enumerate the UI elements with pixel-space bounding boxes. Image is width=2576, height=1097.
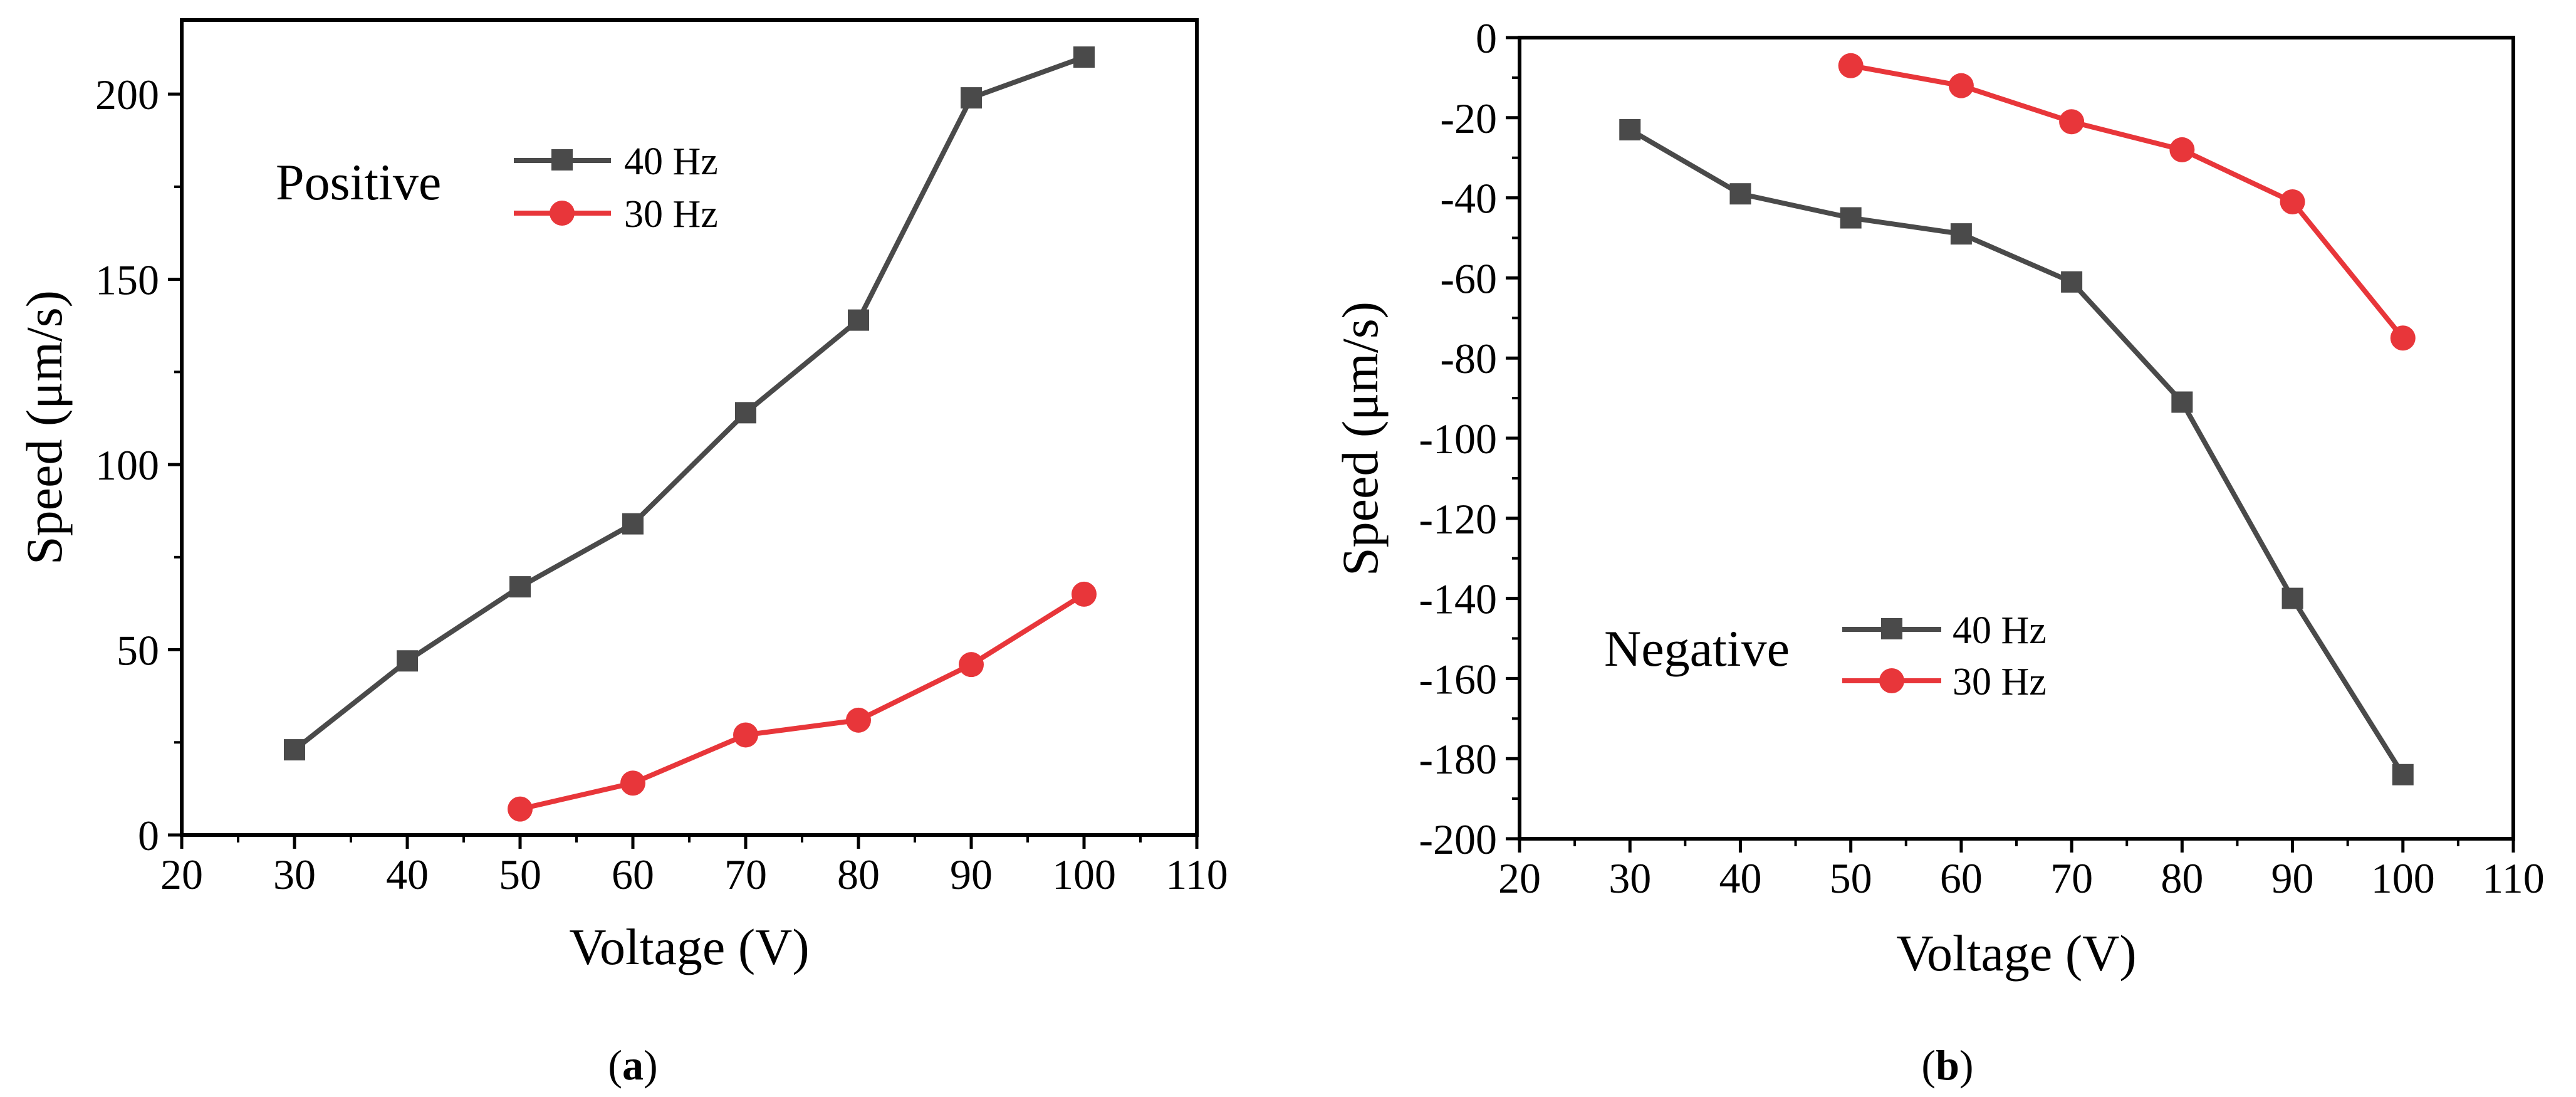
panel-b-series-40hz-line — [1629, 127, 2406, 776]
panel-b-data-point-40hz — [2061, 271, 2083, 293]
panel-b-legend: 40 Hz 30 Hz — [1842, 609, 2047, 703]
panel-b-series-30hz-line — [1850, 63, 2405, 340]
panel-b-chart: 20 30 40 50 60 70 80 90 100 110-200-180-160-140-1… — [1332, 14, 2545, 1089]
panel-b-data-point-30hz — [2059, 109, 2085, 135]
panel-b-data-point-40hz — [2281, 587, 2303, 609]
panel-b-y-tick-label: -180 — [1419, 735, 1497, 783]
panel-b-caption: (b) — [1921, 1041, 1973, 1089]
panel-b-x-tick-label: 110 — [2482, 854, 2544, 902]
panel-a-x-tick-label: 20 — [160, 851, 203, 898]
panel-b-x-tick-label: 30 — [1609, 854, 1651, 902]
panel-b-x-tick-label: 20 — [1498, 854, 1541, 902]
panel-b-data-point-30hz — [1948, 73, 1974, 98]
panel-b-x-tick-label: 80 — [2161, 854, 2203, 902]
panel-a-x-tick-label: 100 — [1052, 851, 1116, 898]
panel-b-x-tick-label: 40 — [1719, 854, 1761, 902]
panel-a-legend-40hz-label: 40 Hz — [624, 140, 718, 183]
panel-b-data-point-30hz — [2169, 137, 2195, 162]
panel-b-y-tick-label: -80 — [1440, 335, 1497, 382]
panel-b-data-point-30hz — [1838, 53, 1864, 78]
panel-a-x-tick-label: 90 — [950, 851, 993, 898]
panel-b-data-point-40hz — [1619, 118, 1641, 140]
panel-b-data-point-40hz — [1729, 183, 1751, 205]
panel-a-y-tick-label: 0 — [138, 812, 159, 859]
panel-b-y-tick-label: -120 — [1419, 495, 1497, 543]
panel-a-data-point-30hz — [1072, 581, 1097, 607]
panel-b-x-tick-label: 50 — [1830, 854, 1872, 902]
panel-b-annotation: Negative — [1604, 620, 1790, 677]
panel-a-y-tick-label: 100 — [95, 441, 159, 489]
panel-a-data-point-40hz — [1073, 46, 1095, 68]
panel-b-plot-frame — [1518, 36, 2515, 841]
panel-b-ticks: 20 30 40 50 60 70 80 90 100 110-200-180-160-140-1… — [1419, 14, 2544, 902]
panel-a-x-tick-label: 70 — [724, 851, 767, 898]
panel-b-x-tick-label: 90 — [2271, 854, 2314, 902]
panel-b-data-point-40hz — [1950, 223, 1972, 245]
panel-a-data-point-40hz — [397, 650, 418, 672]
panel-a-data-point-40hz — [509, 576, 531, 598]
panel-b-y-tick-label: -200 — [1419, 816, 1497, 863]
panel-a-x-tick-label: 40 — [386, 851, 429, 898]
panel-a-x-axis-title: Voltage (V) — [569, 918, 809, 975]
panel-b-data-point-40hz — [1840, 207, 1862, 229]
panel-b-y-tick-label: 0 — [1476, 14, 1497, 62]
panel-a-data-point-30hz — [620, 770, 645, 796]
panel-a-caption: (a) — [608, 1041, 657, 1089]
panel-a-data-point-40hz — [848, 309, 869, 331]
panel-b-y-tick-label: -100 — [1419, 415, 1497, 463]
panel-a-data-point-40hz — [622, 513, 644, 535]
panel-b-data-point-30hz — [2390, 325, 2416, 351]
panel-a-data-point-40hz — [961, 87, 982, 109]
panel-a-annotation: Positive — [276, 154, 441, 211]
panel-b-legend-30hz-marker — [1879, 668, 1904, 693]
panel-a-data-point-30hz — [959, 652, 984, 678]
panel-a-x-tick-label: 110 — [1165, 851, 1228, 898]
panel-b-series — [1619, 53, 2416, 785]
panel-a-y-axis-title: Speed (μm/s) — [16, 290, 73, 565]
panel-b-y-tick-label: -60 — [1440, 255, 1497, 302]
panel-a-legend-30hz-marker — [550, 201, 575, 226]
panel-a-series-30hz-line — [519, 592, 1086, 812]
panel-b-data-point-40hz — [2392, 764, 2414, 785]
panel-a-x-tick-label: 60 — [612, 851, 654, 898]
panel-b-legend-40hz-marker — [1881, 618, 1902, 639]
panel-a-series — [284, 46, 1097, 822]
panel-a-y-tick-label: 200 — [95, 71, 159, 118]
panel-a-legend: 40 Hz 30 Hz — [514, 140, 718, 236]
panel-a-y-tick-label: 150 — [95, 256, 159, 304]
panel-a-y-tick-label: 50 — [117, 627, 159, 674]
panel-a-x-tick-label: 50 — [499, 851, 541, 898]
panel-a-data-point-40hz — [735, 402, 756, 424]
panel-a-x-tick-label: 30 — [273, 851, 316, 898]
panel-a-series-40hz-line — [293, 55, 1085, 752]
panel-a-x-tick-label: 80 — [837, 851, 880, 898]
panel-b-x-tick-label: 60 — [1940, 854, 1983, 902]
panel-b-y-tick-label: -140 — [1419, 575, 1497, 623]
panel-b-y-axis-title: Speed (μm/s) — [1332, 302, 1389, 576]
panel-b-data-point-30hz — [2280, 189, 2305, 214]
panel-b-x-axis-title: Voltage (V) — [1896, 925, 2136, 982]
panel-a-data-point-30hz — [508, 796, 533, 822]
panel-a-legend-40hz-marker — [551, 149, 573, 171]
panel-b-data-point-40hz — [2171, 391, 2193, 413]
panel-b-y-tick-label: -20 — [1440, 95, 1497, 142]
panel-a-chart: 20 30 40 50 60 70 80 90 100 110 0 50 100 150 200 Posit… — [16, 18, 1228, 1089]
panel-a-data-point-30hz — [733, 722, 758, 748]
panel-b-x-tick-label: 100 — [2371, 854, 2435, 902]
panel-a-ticks: 20 30 40 50 60 70 80 90 100 110 0 50 100 150 200 — [95, 71, 1228, 898]
panel-a-data-point-30hz — [846, 707, 871, 733]
panel-b-legend-40hz-label: 40 Hz — [1953, 609, 2047, 652]
panel-b-legend-30hz-label: 30 Hz — [1953, 661, 2047, 703]
panel-b-y-tick-label: -40 — [1440, 175, 1497, 223]
panel-b-x-tick-label: 70 — [2050, 854, 2093, 902]
panel-b-y-tick-label: -160 — [1419, 655, 1497, 703]
panel-a-legend-30hz-label: 30 Hz — [624, 193, 718, 236]
panel-a-data-point-40hz — [284, 739, 305, 761]
